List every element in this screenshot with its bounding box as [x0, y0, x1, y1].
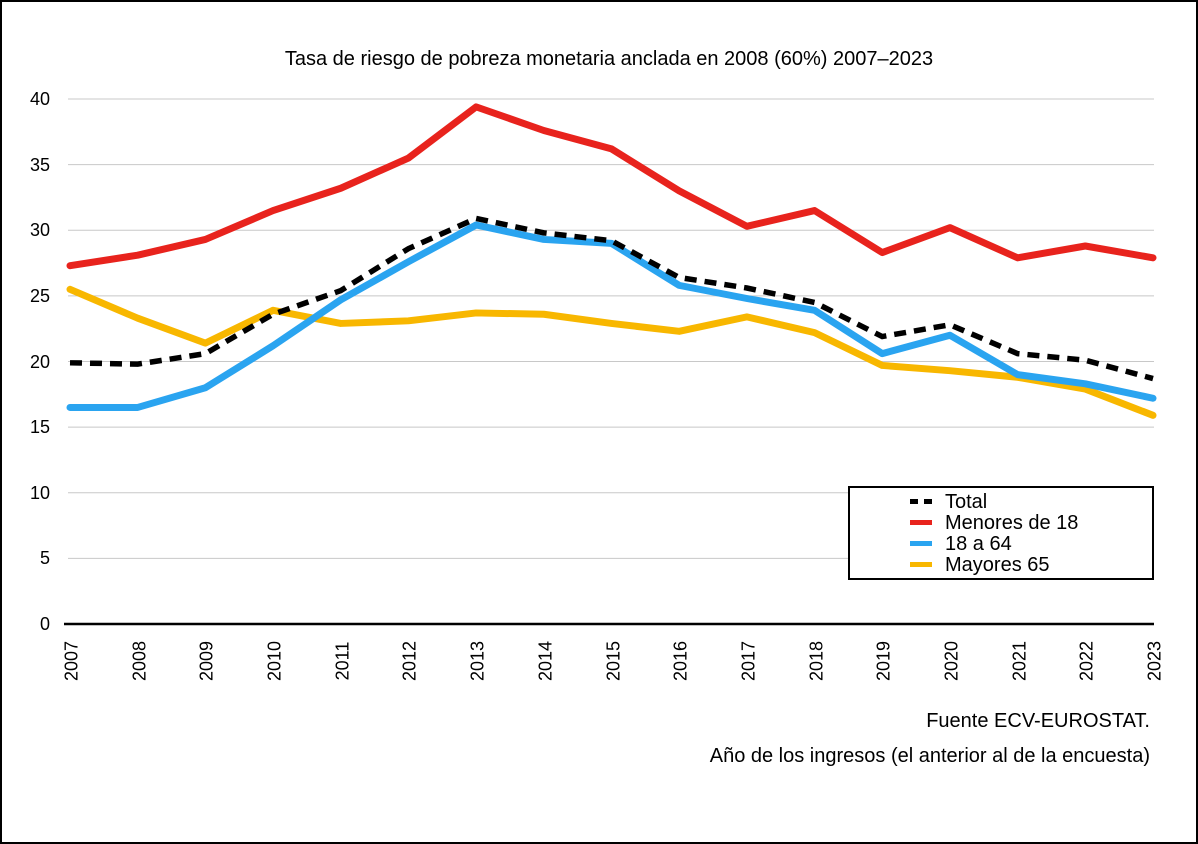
chart-title: Tasa de riesgo de pobreza monetaria ancl…: [284, 48, 934, 70]
y-tick-label-0: 0: [39, 614, 50, 634]
x-tick-label-2011: 2011: [332, 641, 353, 681]
legend: Total Menores de 18 18 a 64 Mayores 65: [848, 486, 1154, 580]
series-line-18-a-64: [66, 221, 1157, 411]
series-line-menores-de-18: [66, 103, 1157, 270]
x-tick-label-2022: 2022: [1076, 640, 1097, 682]
x-tick-label-2012: 2012: [399, 640, 420, 682]
series-line-mayores-65: [66, 285, 1157, 419]
source-line-1: Fuente ECV-EUROSTAT.: [926, 710, 1150, 732]
legend-label-menores-18: Menores de 18: [945, 511, 1079, 534]
x-tick-label-2015: 2015: [603, 640, 623, 682]
y-tick-label-15: 15: [29, 417, 50, 438]
x-tick-label-2016: 2016: [670, 640, 691, 682]
x-tick-label-2009: 2009: [196, 640, 217, 682]
x-tick-label-2023: 2023: [1144, 640, 1165, 682]
y-tick-label-30: 30: [29, 220, 50, 241]
x-tick-label-2008: 2008: [129, 640, 150, 682]
mayores-65-line-swatch: [910, 562, 932, 567]
x-tick-label-2018: 2018: [806, 640, 827, 682]
y-tick-label-40: 40: [29, 89, 50, 109]
x-tick-label-2021: 2021: [1009, 640, 1030, 682]
x-tick-label-2013: 2013: [467, 640, 488, 682]
x-tick-label-2007: 2007: [61, 640, 82, 682]
x-tick-label-2014: 2014: [535, 640, 556, 682]
legend-item-18-a-64: 18 a 64: [910, 534, 1152, 554]
y-tick-label-10: 10: [29, 482, 50, 503]
x-tick-label-2020: 2020: [941, 640, 962, 682]
x-tick-label-2019: 2019: [873, 640, 894, 682]
y-tick-label-20: 20: [29, 351, 50, 372]
x-tick-label-2017: 2017: [738, 640, 759, 682]
legend-item-menores-18: Menores de 18: [910, 513, 1152, 533]
legend-label-mayores-65: Mayores 65: [945, 553, 1050, 576]
legend-item-total: Total: [910, 492, 1152, 512]
y-tick-label-35: 35: [29, 154, 50, 175]
y-tick-label-5: 5: [39, 548, 50, 569]
source-note: Fuente ECV-EUROSTAT. Año de los ingresos…: [710, 704, 1150, 774]
total-line-swatch: [910, 499, 932, 504]
series-line-total: [69, 215, 1154, 382]
18-a-64-line-swatch: [910, 541, 932, 546]
source-line-2: Año de los ingresos (el anterior al de l…: [709, 745, 1150, 767]
menores-18-line-swatch: [910, 520, 932, 525]
x-tick-label-2010: 2010: [264, 640, 285, 682]
legend-label-18-a-64: 18 a 64: [945, 532, 1012, 555]
legend-label-total: Total: [945, 490, 988, 513]
legend-item-mayores-65: Mayores 65: [910, 555, 1152, 575]
y-tick-label-25: 25: [29, 285, 50, 306]
